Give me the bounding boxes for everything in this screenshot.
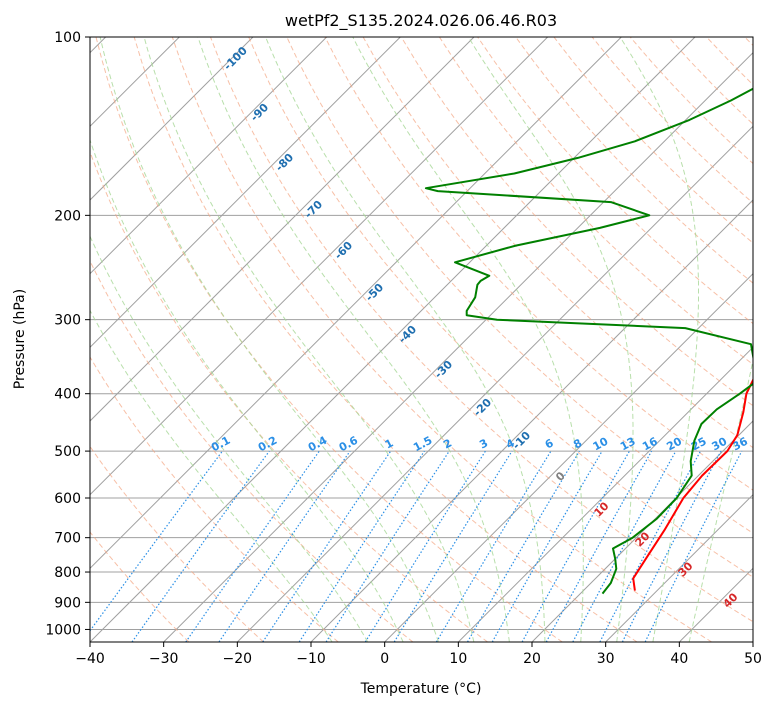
isotherm-line [90, 37, 549, 496]
mixing-ratio-line [599, 450, 702, 642]
isotherm-line [90, 37, 254, 201]
x-tick-label: −20 [223, 651, 253, 667]
moist-adiabat-line [143, 37, 475, 642]
dry-adiabat-line [438, 37, 753, 366]
y-axis-label: Pressure (hPa) [12, 289, 28, 389]
x-tick-label: 10 [449, 651, 467, 667]
chart-title: wetPf2_S135.2024.026.06.46.R03 [285, 11, 557, 31]
isotherm-line [236, 125, 753, 642]
y-tick-label: 600 [54, 491, 81, 507]
mixing-ratio-layer [90, 450, 743, 642]
x-tick-label: 20 [523, 651, 541, 667]
moist-adiabat-line [619, 37, 699, 642]
mixing-ratio-line [90, 450, 223, 632]
isotherm-line [752, 641, 753, 642]
plot-frame [89, 36, 754, 643]
dry-adiabat-line [90, 445, 264, 642]
moist-adiabat-line [197, 37, 510, 642]
mixing-ratio-line [393, 450, 513, 642]
dewpoint-profile-line [424, 87, 753, 595]
dry-adiabat-line [95, 37, 563, 642]
y-tick-label: 900 [54, 595, 81, 611]
mixing-ratio-line [185, 450, 320, 642]
isotherm-line [90, 37, 401, 349]
x-tick-label: −40 [75, 651, 105, 667]
moist-adiabat-line [352, 37, 584, 642]
dry-adiabat-line [248, 37, 753, 578]
mixing-ratio-label: 10 [591, 435, 611, 454]
isotherm-line [90, 37, 328, 275]
x-tick-label: 40 [670, 651, 688, 667]
mixing-ratio-line [521, 450, 631, 642]
y-tick-label: 700 [54, 531, 81, 547]
y-tick-label: 800 [54, 565, 81, 581]
dry-adiabat-line [90, 259, 414, 642]
mixing-ratio-line [364, 450, 486, 642]
y-tick-label: 1000 [45, 622, 81, 638]
mixing-ratio-line [545, 450, 653, 642]
moist-adiabat-line [99, 37, 439, 642]
mixing-ratio-line [325, 450, 450, 642]
moist-adiabat-line [90, 235, 369, 642]
mixing-ratio-label: 16 [640, 435, 660, 454]
isotherm-line [90, 37, 475, 422]
x-axis-label: Temperature (°C) [360, 681, 482, 697]
mixing-ratio-line [218, 450, 351, 642]
y-tick-label: 200 [54, 208, 81, 224]
x-tick-label: −10 [296, 651, 326, 667]
mixing-ratio-line [131, 450, 270, 642]
isotherm-line [605, 493, 753, 642]
series-layer [424, 87, 753, 595]
dry-adiabat-line [90, 150, 488, 642]
x-axis: −40 −30 −20 −10 0 10 20 30 40 50 [75, 642, 762, 667]
grid-layer [90, 37, 753, 642]
y-tick-label: 100 [54, 30, 81, 46]
dry-adiabat-line [515, 37, 753, 284]
mixing-ratio-line [644, 450, 743, 642]
isotherm-line [457, 346, 753, 642]
y-tick-label: 300 [54, 313, 81, 329]
dry-adiabat-line [210, 37, 753, 623]
mixing-ratio-line [262, 450, 392, 642]
mixing-ratio-label: 13 [618, 435, 638, 454]
isotherm-line [90, 37, 696, 642]
isotherm-line [90, 37, 622, 570]
isotherm-line [531, 420, 753, 642]
mixing-ratio-line [298, 450, 425, 642]
mixing-ratio-line [621, 450, 722, 642]
moist-adiabat-line [265, 37, 546, 642]
moist-adiabat-line [90, 138, 404, 642]
moist-adiabat-line [467, 37, 634, 642]
mixing-ratio-line [572, 450, 677, 642]
temperature-profile-line [632, 377, 753, 591]
x-tick-label: 0 [380, 651, 389, 667]
y-axis: 100 200 300 400 500 600 700 800 900 1000 [45, 30, 90, 638]
dry-adiabat-line [90, 356, 339, 642]
mixing-ratio-label: 20 [664, 435, 684, 454]
dry-adiabat-line [171, 37, 712, 642]
isotherm-line [384, 272, 753, 642]
moist-adiabat-line [688, 358, 753, 642]
mixing-ratio-line [435, 450, 552, 642]
x-tick-label: 30 [597, 651, 615, 667]
y-tick-label: 500 [54, 444, 81, 460]
x-tick-label: 50 [744, 651, 762, 667]
moist-adiabat-line [90, 309, 333, 642]
y-tick-label: 400 [54, 387, 81, 403]
dry-adiabat-line [400, 37, 753, 407]
x-tick-label: −30 [149, 651, 179, 667]
dry-adiabat-line [133, 37, 638, 642]
adiabat-layer [90, 37, 753, 642]
mixing-ratio-label: 30 [710, 435, 730, 454]
isotherm-line [163, 51, 753, 642]
dry-adiabat-line [90, 531, 190, 642]
dry-adiabat-line [324, 37, 753, 491]
